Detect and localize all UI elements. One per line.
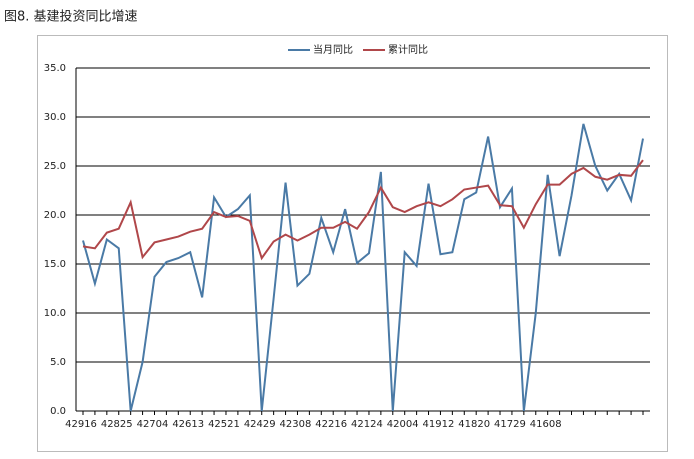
y-tick-label: 25.0 <box>44 161 66 172</box>
y-tick-label: 35.0 <box>44 63 66 74</box>
series-line <box>82 159 644 261</box>
y-tick-label: 20.0 <box>44 210 66 221</box>
x-tick-label: 42704 <box>137 419 169 430</box>
chart-frame <box>37 35 668 452</box>
x-tick-label: 42916 <box>65 419 97 430</box>
x-tick-label: 41729 <box>494 419 526 430</box>
y-tick-label: 0.0 <box>50 406 66 417</box>
x-tick-label: 41820 <box>458 419 490 430</box>
x-tick-label: 42521 <box>208 419 240 430</box>
y-tick-label: 10.0 <box>44 308 66 319</box>
x-tick-label: 42429 <box>244 419 276 430</box>
x-tick-label: 42004 <box>387 419 419 430</box>
y-tick-label: 15.0 <box>44 259 66 270</box>
x-tick-label: 42613 <box>172 419 204 430</box>
series-line <box>82 123 644 412</box>
chart-title: 图8. 基建投资同比增速 <box>4 9 138 25</box>
legend-label: 当月同比 <box>313 43 353 56</box>
x-tick-label: 42216 <box>315 419 347 430</box>
x-tick-label: 41912 <box>423 419 455 430</box>
x-tick-label: 42124 <box>351 419 383 430</box>
x-tick-label: 42308 <box>280 419 312 430</box>
legend-label: 累计同比 <box>388 43 428 56</box>
y-tick-label: 30.0 <box>44 112 66 123</box>
y-tick-label: 5.0 <box>50 357 66 368</box>
x-tick-label: 41608 <box>530 419 562 430</box>
x-tick-label: 42825 <box>101 419 133 430</box>
